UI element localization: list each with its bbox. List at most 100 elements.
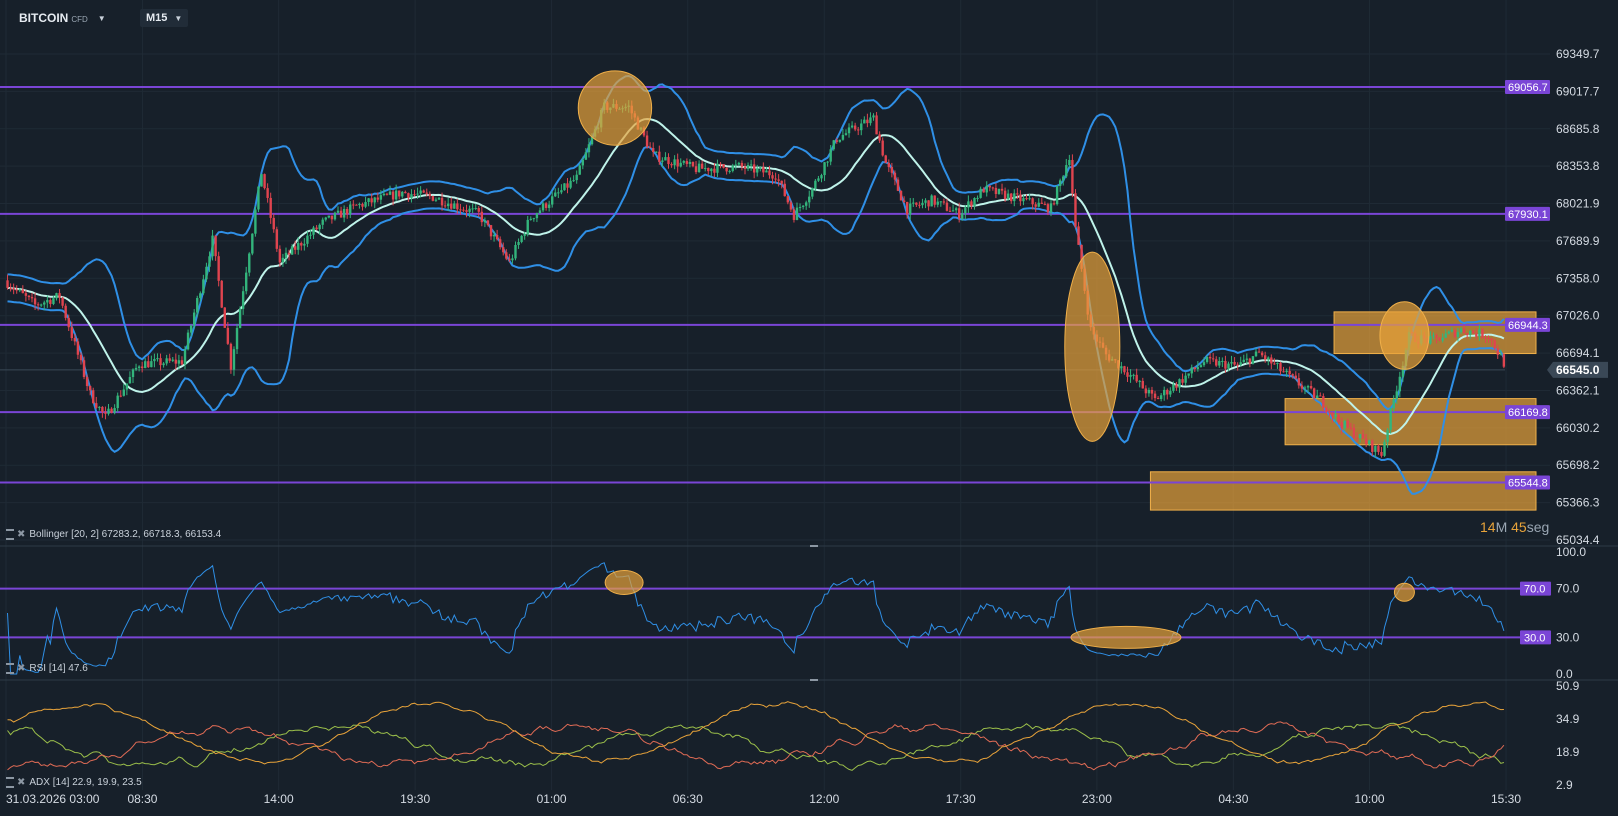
candle (232, 346, 236, 376)
settings-icon[interactable] (6, 529, 14, 540)
price-tick-label: 67026.0 (1556, 309, 1600, 323)
candle-body (79, 354, 83, 361)
candle-body (890, 167, 894, 173)
candle (251, 233, 254, 256)
symbol-type: CFD (71, 15, 88, 24)
candle (254, 206, 257, 237)
candle (486, 220, 490, 227)
candle (1006, 189, 1010, 201)
candle (1187, 373, 1190, 379)
candle-body (1487, 337, 1490, 339)
candle (122, 383, 126, 397)
horizontal-levels[interactable]: 69056.7 67930.1 66944.3 66169.8 65544.8 (0, 79, 1550, 490)
candle (985, 181, 988, 197)
candle (933, 195, 936, 208)
candle (676, 153, 679, 173)
candle (850, 121, 854, 129)
candle-body (1478, 329, 1481, 337)
candle-body (290, 246, 294, 255)
settings-icon[interactable] (6, 777, 14, 788)
candle (1126, 366, 1129, 383)
candle-body (581, 159, 585, 166)
adx-tick-label: 34.9 (1556, 712, 1580, 726)
candle-body (315, 227, 318, 230)
candle (404, 190, 407, 194)
candle (826, 160, 829, 167)
rsi-tick-label: 100.0 (1556, 545, 1586, 559)
candle (297, 237, 300, 255)
candle (1172, 381, 1175, 393)
close-icon[interactable]: ✖ (17, 777, 26, 788)
candle-body (376, 197, 379, 200)
candle (241, 286, 245, 315)
candle (673, 155, 676, 170)
candle-body (961, 213, 964, 219)
symbol-selector[interactable]: BITCOIN CFD ▼ (19, 9, 106, 27)
candle-body (1040, 202, 1044, 204)
candle-body (651, 148, 655, 153)
candle-body (352, 204, 355, 206)
candle-body (131, 369, 135, 378)
candle-body (823, 162, 826, 176)
candle-body (1257, 351, 1261, 353)
candle-body (180, 360, 184, 365)
candle-body (300, 243, 303, 246)
candle-body (795, 207, 799, 220)
candle (226, 321, 230, 346)
close-icon[interactable]: ✖ (17, 529, 26, 540)
candle (465, 204, 468, 218)
timeframe-selector[interactable]: M15 ▼ (140, 9, 189, 27)
candle-body (382, 193, 386, 196)
candle (645, 130, 649, 149)
candle-body (1398, 376, 1402, 392)
candle-body (407, 193, 410, 199)
candle-body (749, 164, 753, 166)
candle (140, 361, 144, 373)
candle (716, 159, 719, 177)
candle (777, 174, 780, 187)
current-price-badge-shape (1547, 361, 1608, 378)
candle-body (401, 191, 404, 197)
candle (725, 167, 728, 175)
candle-body (122, 389, 126, 396)
candle (385, 192, 389, 196)
candle-body (140, 366, 144, 369)
candle (1279, 361, 1282, 375)
candle-body (217, 256, 220, 281)
caret-down-icon[interactable]: ▼ (97, 13, 106, 23)
candle-body (437, 197, 441, 200)
candle (566, 178, 569, 194)
candle-body (1132, 374, 1135, 376)
candle (838, 139, 842, 143)
candle-body (768, 170, 771, 176)
candle-body (575, 174, 578, 181)
candle (526, 215, 529, 237)
candle (1129, 369, 1132, 383)
candle (278, 245, 282, 267)
settings-icon[interactable] (6, 663, 14, 674)
candle-body (1340, 422, 1343, 429)
candle-body (278, 248, 282, 263)
adx-di-minus-line (7, 721, 1505, 771)
candle-body (1184, 375, 1187, 383)
candle (300, 241, 303, 251)
candle (1276, 362, 1279, 369)
close-icon[interactable]: ✖ (17, 663, 26, 674)
candle (774, 172, 777, 184)
candle-body (358, 203, 361, 206)
candle-body (1493, 340, 1496, 349)
candle-body (912, 202, 915, 204)
candle-body (1031, 198, 1034, 205)
candle-body (777, 179, 780, 181)
candle (1300, 381, 1304, 393)
candle (1159, 393, 1163, 402)
candle-body (275, 229, 279, 249)
caret-down-icon[interactable]: ▼ (174, 13, 183, 23)
candle (878, 131, 881, 143)
candle-body (685, 161, 689, 164)
candle (324, 216, 327, 222)
candle (853, 122, 857, 132)
candle-body (468, 208, 471, 212)
candle (1435, 333, 1438, 344)
